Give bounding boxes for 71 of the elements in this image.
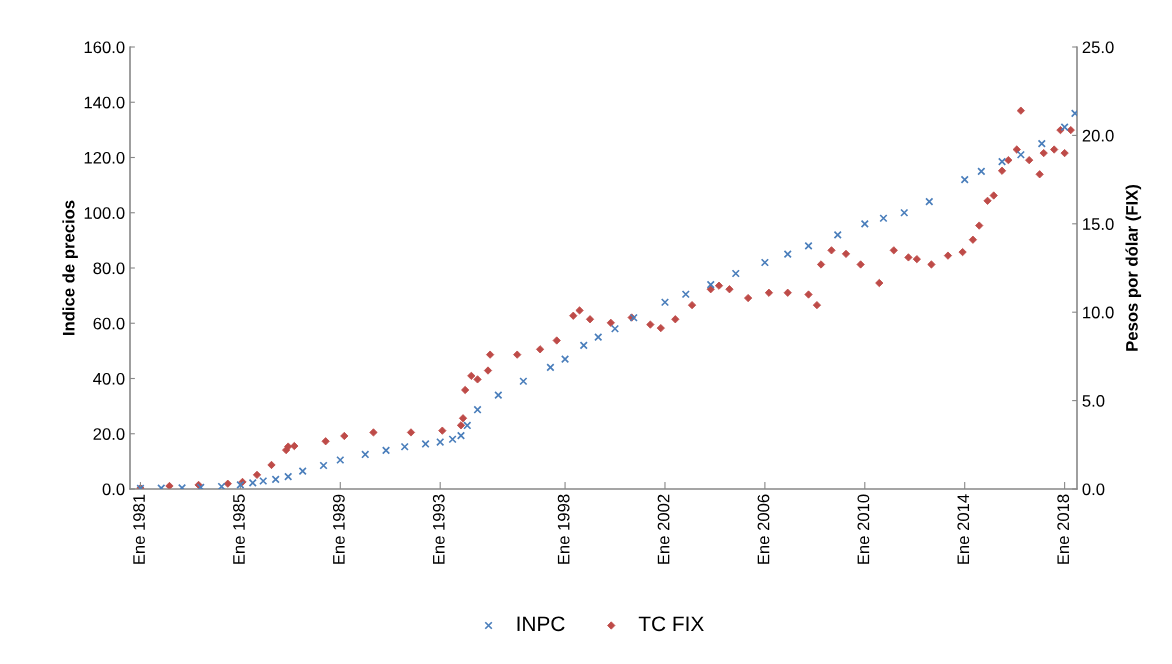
y-tick-label: 120.0 xyxy=(84,151,125,164)
x-tick-label: Ene 2014 xyxy=(957,494,970,564)
y-tick-label: 0.0 xyxy=(102,483,125,496)
y2-tick-label: 20.0 xyxy=(1082,129,1114,142)
point xyxy=(1016,150,1025,159)
y-tick-label: 60.0 xyxy=(93,317,125,330)
x-tick-label: Ene 2002 xyxy=(657,494,670,564)
y2-tick-label: 15.0 xyxy=(1083,218,1114,230)
x-tick-label: Ene 2018 xyxy=(1057,494,1070,564)
point xyxy=(1037,139,1046,148)
point xyxy=(760,258,769,267)
point xyxy=(421,439,430,449)
point xyxy=(783,250,792,259)
y-tick-label: 40.0 xyxy=(93,372,125,385)
point xyxy=(284,472,293,481)
point xyxy=(361,450,370,459)
point xyxy=(997,157,1007,166)
x-tick-label: Ene 2006 xyxy=(757,494,770,564)
y2-axis-title: Pesos por dólar (FIX) xyxy=(1125,185,1142,351)
point xyxy=(456,431,466,440)
point xyxy=(448,435,457,444)
point xyxy=(473,405,482,414)
y2-tick-label: 5.0 xyxy=(1082,395,1105,407)
legend-label: INPC xyxy=(517,616,565,632)
point xyxy=(681,290,690,299)
point xyxy=(977,167,986,176)
x-tick-label: Ene 1981 xyxy=(133,494,145,564)
point xyxy=(860,219,869,228)
point xyxy=(879,214,888,223)
point xyxy=(610,324,620,333)
x-tick-label: Ene 1998 xyxy=(557,494,570,564)
point xyxy=(271,475,280,484)
legend-label: TC FIX xyxy=(638,616,704,632)
x-tick-label: Ene 1993 xyxy=(432,494,445,564)
point xyxy=(900,208,909,217)
point xyxy=(804,241,813,250)
point xyxy=(925,197,934,206)
point xyxy=(217,482,226,489)
x-tick-label: Ene 1985 xyxy=(233,494,245,564)
point xyxy=(560,355,570,364)
point xyxy=(319,461,328,470)
point xyxy=(1060,123,1069,132)
point xyxy=(463,421,472,430)
point xyxy=(436,437,445,447)
point xyxy=(579,341,588,350)
y-axis-title: Indice de precios xyxy=(62,200,78,335)
point xyxy=(546,363,555,372)
point xyxy=(381,446,391,455)
x-tick-label: Ene 2010 xyxy=(857,494,870,564)
y2-tick-label: 10.0 xyxy=(1083,306,1114,319)
point xyxy=(336,455,345,465)
y-tick-label: 160.0 xyxy=(84,41,125,54)
point xyxy=(519,377,528,386)
y-tick-label: 20.0 xyxy=(93,428,125,440)
point xyxy=(706,280,715,289)
y2-tick-label: 25.0 xyxy=(1082,41,1114,54)
point xyxy=(494,390,503,400)
point xyxy=(259,476,268,486)
point xyxy=(833,230,842,239)
point xyxy=(400,442,409,451)
y-tick-label: 100.0 xyxy=(84,207,125,219)
x-tick-label: Ene 1989 xyxy=(332,494,345,564)
point xyxy=(731,269,740,278)
point xyxy=(248,478,257,488)
y-tick-label: 140.0 xyxy=(84,96,125,109)
y-tick-label: 80.0 xyxy=(93,262,125,275)
y2-tick-label: 0.0 xyxy=(1082,483,1105,496)
point xyxy=(594,332,603,342)
point xyxy=(960,175,969,184)
point xyxy=(660,298,670,307)
point xyxy=(298,466,307,476)
